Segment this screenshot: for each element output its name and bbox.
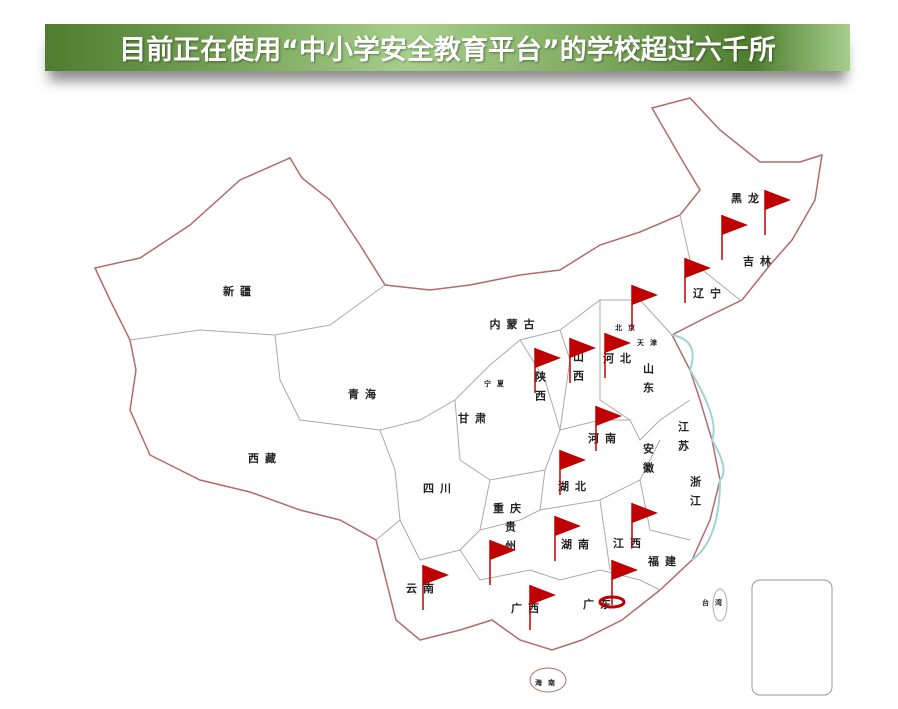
province-label-liaoning: 辽宁 [693, 286, 727, 300]
province-label-gansu: 甘肃 [458, 411, 492, 425]
province-label-shandong: 山东 [642, 362, 655, 401]
province-label-henan: 河南 [588, 431, 622, 445]
flag-jilin [721, 215, 748, 260]
province-label-beijing: 北京 [615, 323, 641, 332]
flag-hubei [559, 450, 586, 495]
country-border [93, 97, 823, 651]
province-label-taiwan: 台湾 [702, 598, 728, 607]
flag-hunan [554, 516, 581, 561]
flag-beijing [631, 285, 658, 330]
south-china-sea-inset [751, 579, 833, 696]
province-label-hebei: 河北 [603, 351, 637, 365]
province-label-jilin: 吉林 [743, 254, 777, 268]
province-label-tianjin: 天津 [637, 338, 663, 347]
flag-henan [595, 406, 622, 451]
flag-shaanxi [534, 348, 561, 393]
province-label-xinjiang: 新疆 [223, 284, 257, 298]
province-label-shaanxi: 陕西 [534, 370, 547, 409]
province-label-chongqing: 重庆 [493, 501, 527, 515]
province-label-xizang: 西藏 [248, 451, 282, 465]
title-banner: 目前正在使用“中小学安全教育平台”的学校超过六千所 [45, 24, 850, 71]
province-label-ningxia: 宁夏 [484, 379, 510, 388]
province-label-anhui: 安徽 [642, 442, 656, 481]
province-label-fujian: 福建 [647, 554, 682, 568]
province-label-hubei: 湖北 [558, 479, 592, 493]
province-label-yunnan: 云南 [406, 581, 440, 595]
taiwan-island [712, 588, 728, 622]
province-label-guangdong: 广东 [583, 597, 617, 611]
province-label-guangxi: 广西 [511, 601, 545, 615]
flag-guangxi [529, 585, 556, 630]
province-label-jiangsu: 江苏 [677, 420, 690, 459]
province-label-hunan: 湖南 [561, 537, 595, 551]
province-label-jiangxi: 江西 [613, 536, 647, 550]
province-label-neimenggu: 内蒙古 [490, 317, 541, 331]
province-label-zhejiang: 浙江 [689, 475, 702, 514]
province-lines [129, 214, 741, 591]
flag-liaoning [684, 258, 711, 303]
province-label-hainan: 海南 [535, 678, 561, 687]
hainan-island [529, 667, 567, 693]
flag-guangdong [598, 560, 638, 609]
flag-guizhou [489, 540, 516, 585]
province-label-shanxi: 山西 [572, 350, 585, 389]
flag-jiangxi [631, 503, 658, 548]
flag-heilongjiang [764, 190, 791, 235]
province-label-heilongjiang: 黑龙 [731, 191, 765, 205]
province-label-qinghai: 青海 [348, 387, 382, 401]
flag-yunnan [422, 565, 449, 610]
province-label-sichuan: 四川 [423, 482, 457, 495]
flag-shanxi [569, 338, 596, 383]
title: 目前正在使用“中小学安全教育平台”的学校超过六千所 [119, 35, 776, 66]
flag-hebei [604, 333, 631, 378]
coastline [671, 334, 725, 561]
